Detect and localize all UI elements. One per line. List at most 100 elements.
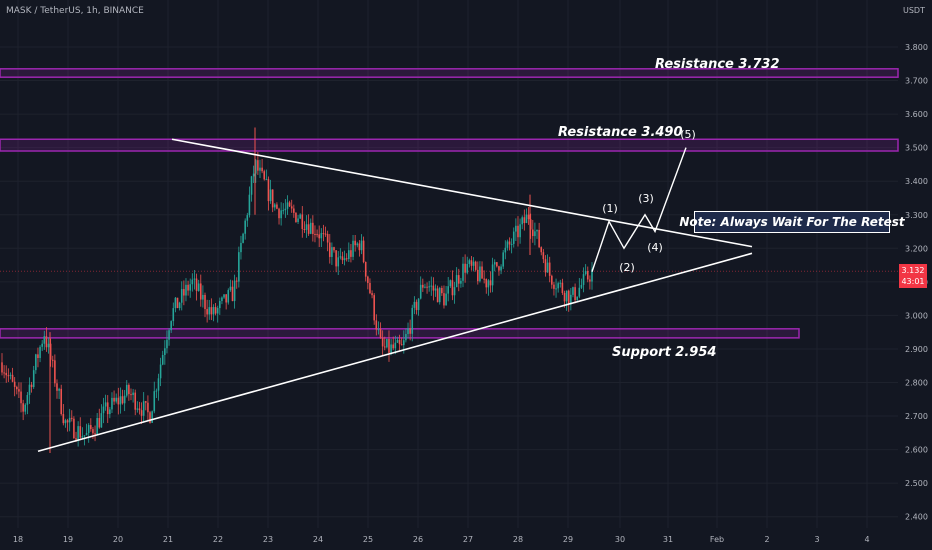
y-tick-label: 3.800 [905, 43, 928, 52]
candle-body [502, 252, 504, 267]
candle-body [538, 229, 540, 248]
candle-body [352, 240, 354, 257]
candle-body [424, 286, 426, 288]
candle-body [565, 290, 568, 302]
candle-body [455, 275, 458, 288]
candle-body [555, 288, 557, 290]
candle-body [301, 214, 304, 229]
candle-body [176, 297, 179, 309]
candle-body [11, 374, 14, 382]
candle-body [231, 286, 234, 302]
y-tick-label: 3.300 [905, 211, 928, 220]
candle-body [265, 179, 268, 181]
candle-body [142, 401, 145, 416]
candle-body [415, 301, 418, 311]
candle-body [286, 202, 289, 209]
currency-label: USDT [903, 6, 925, 15]
candle-body [350, 250, 352, 257]
countdown-value: 43:01 [901, 277, 925, 286]
candle-body [589, 279, 591, 282]
candle-body [257, 160, 259, 171]
candle-body [360, 240, 363, 251]
candle-body [83, 435, 86, 437]
last-price-value: 3.132 [901, 266, 925, 275]
zone-labels: Resistance 3.732 Resistance 3.490 Support … [558, 57, 780, 360]
candle-body [392, 344, 395, 349]
candle-body [320, 233, 323, 239]
x-tick-label: 4 [864, 535, 869, 544]
candle-body [419, 284, 422, 299]
candle-body [28, 384, 31, 396]
candle-body [504, 247, 507, 253]
candle-body [278, 208, 280, 219]
candle-body [457, 275, 460, 284]
candle-body [586, 271, 589, 280]
candle-body [470, 260, 473, 266]
candle-body [426, 286, 428, 288]
candle-body [134, 392, 137, 410]
candle-body [574, 287, 576, 301]
candle-body [527, 214, 530, 220]
candle-body [314, 233, 316, 235]
candle-body [161, 354, 164, 365]
candle-body [195, 278, 198, 291]
candle-body [297, 218, 299, 223]
candle-body [54, 360, 56, 384]
candle-body [113, 397, 115, 402]
candle-body [288, 202, 291, 207]
candle-body [517, 225, 519, 238]
candle-body [5, 372, 8, 376]
candle-body [18, 389, 20, 392]
x-tick-label: 19 [63, 535, 73, 544]
candle-body [35, 354, 37, 371]
candle-body [92, 429, 94, 434]
candle-body [246, 215, 249, 221]
candle-body [576, 296, 578, 301]
candle-body [371, 293, 373, 296]
candle-body [369, 282, 371, 294]
candle-body [60, 388, 63, 415]
candle-body [472, 261, 475, 266]
candle-body [345, 258, 348, 260]
candle-body [445, 293, 447, 306]
zone-1 [0, 138, 899, 152]
candle-body [462, 263, 464, 281]
candle-body [409, 328, 411, 334]
y-tick-label: 3.000 [905, 311, 928, 320]
candle-body [354, 240, 356, 246]
candle-body [104, 402, 107, 407]
candle-body [221, 297, 223, 302]
candle-body [570, 294, 572, 305]
candle-body [244, 220, 246, 234]
candle-body [434, 288, 437, 291]
candle-body [567, 290, 570, 305]
candle-body [111, 397, 113, 410]
candle-body [542, 252, 545, 260]
candle-body [474, 261, 477, 270]
candle-body [557, 283, 559, 289]
candle-body [405, 334, 407, 341]
candle-body [453, 287, 456, 296]
candle-body [337, 257, 340, 267]
candle-body [210, 307, 213, 315]
candle-body [553, 284, 555, 289]
candle-body [219, 301, 221, 309]
candle-body [70, 417, 73, 419]
candles [1, 127, 593, 453]
candle-body [172, 308, 175, 322]
candle-body [240, 242, 242, 253]
candle-body [529, 219, 532, 230]
wave-label: (2) [619, 261, 635, 274]
candle-body [252, 173, 255, 177]
candle-body [254, 160, 257, 174]
candle-body [394, 342, 397, 349]
projection-line [591, 147, 687, 273]
candle-body [307, 224, 310, 234]
x-tick-label: 27 [463, 535, 473, 544]
candle-body [364, 261, 367, 277]
candle-body [468, 260, 471, 265]
candle-body [290, 206, 293, 209]
zone-label: Support 2.954 [612, 345, 716, 360]
candle-body [400, 344, 403, 346]
